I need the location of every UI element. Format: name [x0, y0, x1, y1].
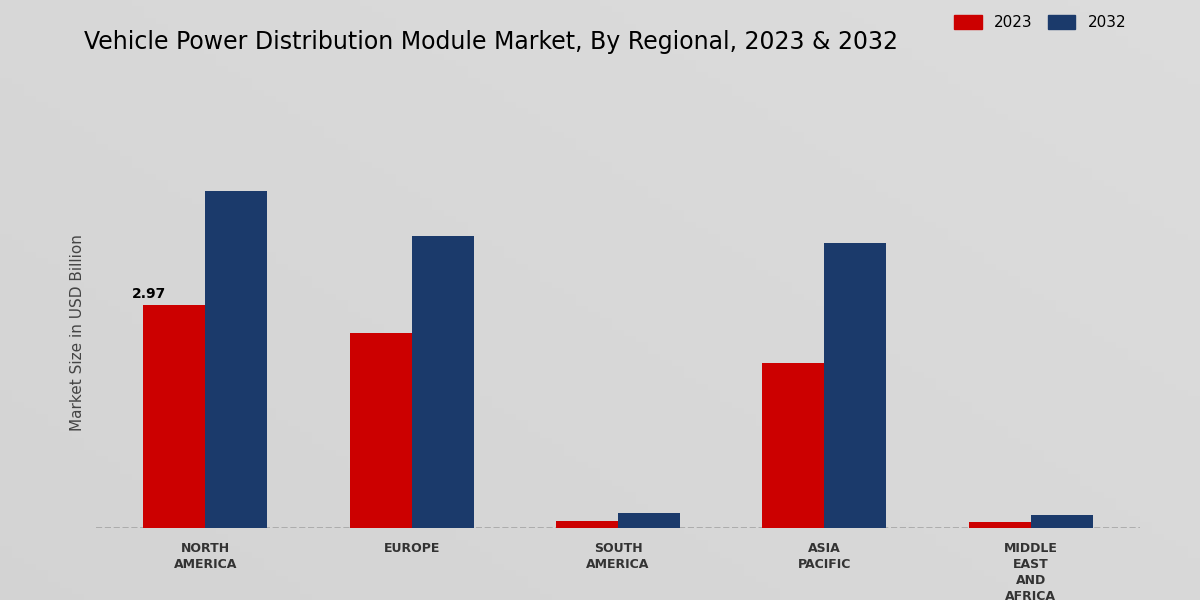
Bar	[349, 333, 412, 528]
Bar	[1031, 515, 1092, 528]
Bar	[618, 513, 680, 528]
Bar	[412, 235, 474, 528]
Bar	[762, 363, 824, 528]
Bar	[144, 305, 205, 528]
Bar	[968, 522, 1031, 528]
Legend: 2023, 2032: 2023, 2032	[948, 9, 1133, 37]
Text: Vehicle Power Distribution Module Market, By Regional, 2023 & 2032: Vehicle Power Distribution Module Market…	[84, 30, 898, 54]
Text: 2.97: 2.97	[132, 287, 166, 301]
Bar	[824, 243, 887, 528]
Bar	[205, 191, 268, 528]
Bar	[556, 520, 618, 528]
Y-axis label: Market Size in USD Billion: Market Size in USD Billion	[70, 235, 85, 431]
